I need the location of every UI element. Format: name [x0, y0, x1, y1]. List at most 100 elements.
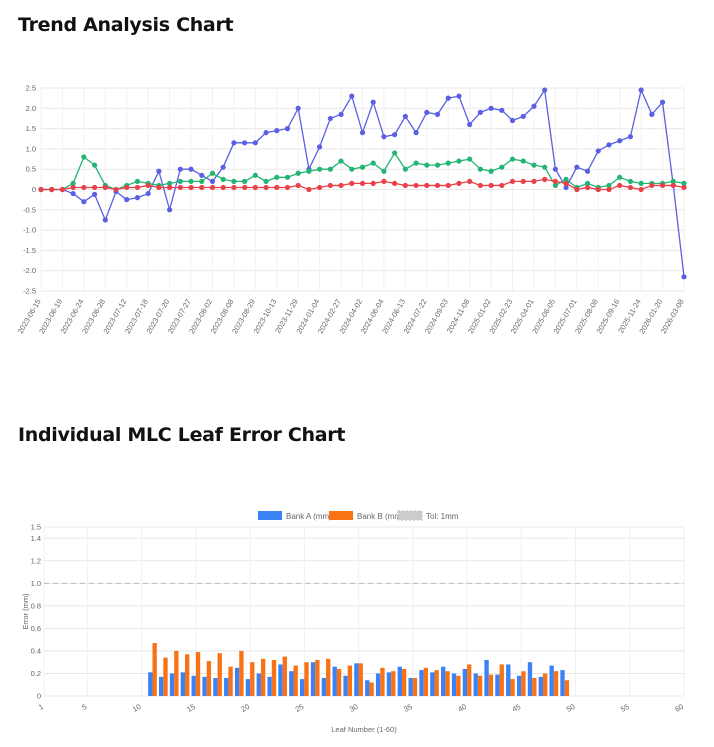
- mlc-bar-bank-b: [532, 677, 537, 696]
- trend-y-tick-label: -2.5: [23, 287, 36, 296]
- trend-point-red: [252, 184, 258, 191]
- mlc-bar-bank-b: [358, 663, 363, 696]
- mlc-legend-swatch: [397, 510, 423, 521]
- mlc-bar-bank-b: [499, 664, 504, 696]
- trend-point-green: [488, 168, 494, 174]
- mlc-bar-bank-b: [456, 675, 461, 696]
- mlc-y-tick-label: 1.2: [31, 556, 41, 565]
- trend-point-blue: [359, 130, 366, 136]
- trend-point-blue: [327, 115, 333, 122]
- trend-point-blue: [627, 134, 634, 140]
- trend-point-blue: [617, 138, 623, 144]
- mlc-bar-bank-b: [347, 665, 353, 696]
- trend-y-tick-label: -2.0: [23, 266, 36, 275]
- trend-point-green: [606, 182, 612, 189]
- trend-point-green: [499, 164, 505, 170]
- mlc-bar-bank-b: [326, 658, 331, 696]
- trend-point-red: [627, 184, 634, 191]
- mlc-bar-bank-a: [191, 675, 196, 696]
- trend-point-blue: [477, 109, 483, 115]
- mlc-bar-bank-b: [163, 657, 168, 696]
- trend-point-green: [467, 156, 473, 162]
- trend-point-blue: [445, 95, 451, 101]
- mlc-y-tick-label: 1.5: [31, 523, 41, 532]
- trend-point-red: [392, 180, 398, 187]
- mlc-bar-bank-b: [412, 677, 418, 696]
- mlc-bar-bank-a: [473, 673, 478, 696]
- trend-point-red: [263, 184, 269, 191]
- mlc-bar-bank-a: [386, 672, 392, 696]
- mlc-bar-bank-a: [332, 666, 337, 696]
- mlc-bar-bank-a: [234, 667, 240, 696]
- trend-point-green: [392, 150, 398, 156]
- trend-point-blue: [499, 107, 505, 113]
- trend-point-green: [231, 178, 237, 184]
- trend-point-green: [306, 168, 312, 174]
- mlc-x-tick-label: 30: [348, 702, 360, 714]
- trend-point-red: [584, 184, 591, 191]
- mlc-x-tick-label: 15: [185, 702, 197, 714]
- trend-point-green: [252, 172, 258, 178]
- mlc-x-tick-label: 20: [239, 702, 251, 714]
- trend-point-red: [327, 182, 333, 189]
- mlc-bar-bank-b: [228, 666, 233, 696]
- trend-point-green: [220, 176, 226, 182]
- trend-point-red: [81, 184, 87, 191]
- trend-point-red: [145, 182, 151, 189]
- mlc-bar-bank-b: [564, 680, 570, 696]
- trend-point-blue: [177, 166, 183, 172]
- trend-y-tick-label: 2.5: [26, 84, 36, 93]
- trend-point-green: [317, 166, 323, 172]
- trend-point-green: [584, 180, 591, 187]
- trend-point-green: [638, 180, 644, 187]
- trend-point-green: [177, 178, 183, 184]
- mlc-bar-bank-a: [430, 672, 435, 696]
- mlc-bar-bank-b: [217, 653, 222, 696]
- mlc-bar-bank-a: [321, 677, 327, 696]
- trend-point-blue: [402, 113, 408, 120]
- mlc-bar-bank-b: [174, 650, 179, 696]
- mlc-bar-bank-b: [542, 673, 548, 696]
- trend-point-red: [156, 184, 162, 191]
- mlc-y-tick-label: 0.6: [31, 624, 41, 633]
- trend-point-blue: [424, 109, 430, 115]
- mlc-y-tick-label: 0.4: [31, 646, 41, 655]
- mlc-bar-bank-a: [180, 672, 186, 696]
- trend-point-green: [477, 166, 483, 172]
- trend-point-green: [413, 160, 419, 166]
- mlc-bar-bank-a: [516, 675, 522, 696]
- mlc-bar-bank-a: [365, 680, 370, 696]
- mlc-bar-bank-a: [245, 679, 251, 696]
- mlc-bar-bank-b: [553, 671, 559, 696]
- mlc-bar-bank-a: [538, 676, 543, 696]
- mlc-bar-bank-b: [401, 668, 407, 696]
- trend-point-blue: [392, 132, 398, 138]
- trend-y-tick-label: 1.0: [26, 144, 36, 153]
- mlc-bar-bank-a: [527, 662, 533, 696]
- trend-y-tick-label: -1.5: [23, 246, 36, 255]
- mlc-x-tick-label: 45: [511, 702, 523, 714]
- trend-point-green: [349, 166, 355, 172]
- mlc-bar-bank-a: [549, 665, 554, 696]
- mlc-bar-bank-b: [260, 658, 266, 696]
- trend-point-green: [434, 162, 441, 168]
- trend-point-green: [520, 158, 526, 164]
- trend-point-red: [349, 180, 355, 187]
- trend-point-blue: [649, 111, 655, 117]
- mlc-bar-bank-a: [300, 679, 305, 696]
- trend-point-red: [295, 182, 301, 189]
- trend-point-red: [370, 180, 376, 187]
- mlc-bar-bank-b: [521, 671, 526, 696]
- mlc-bar-bank-a: [202, 676, 207, 696]
- trend-point-red: [338, 182, 344, 189]
- trend-point-green: [295, 170, 301, 176]
- trend-point-blue: [456, 93, 462, 99]
- trend-point-red: [220, 184, 226, 191]
- mlc-bar-bank-b: [467, 664, 472, 696]
- trend-point-red: [595, 186, 601, 193]
- mlc-bar-bank-a: [256, 673, 261, 696]
- mlc-bar-bank-a: [278, 664, 283, 696]
- trend-point-red: [434, 182, 441, 189]
- mlc-x-tick-label: 55: [619, 702, 631, 714]
- trend-point-blue: [317, 144, 323, 150]
